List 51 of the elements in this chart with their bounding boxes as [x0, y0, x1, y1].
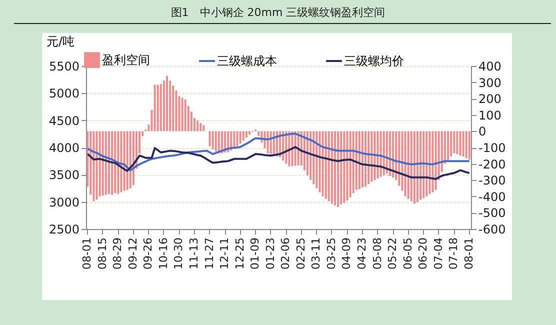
x-tick-label: 06-20 [416, 238, 430, 270]
x-tick-label: 01-23 [264, 238, 277, 270]
x-tick-label: 01-09 [248, 238, 262, 270]
x-tick-label: 08-15 [96, 238, 109, 270]
y2-tick-label: -600 [478, 222, 506, 236]
y2-tick-label: 400 [478, 60, 502, 74]
x-tick-label: 05-08 [370, 238, 384, 270]
legend-label: 盈利空间 [102, 53, 150, 68]
line-series [86, 146, 470, 180]
y2-tick-label: 300 [478, 76, 502, 90]
y-tick-label: 5000 [48, 86, 80, 101]
x-tick-label: 07-18 [447, 238, 460, 270]
x-tick-label: 11-27 [202, 238, 216, 270]
y-tick-label: 4500 [48, 114, 80, 128]
y2-tick-label: -500 [478, 206, 506, 220]
y-tick-label: 3000 [48, 195, 80, 210]
chart-title: 图1 中小钢企 20mm 三级螺纹钢盈利空间 [170, 5, 386, 20]
y2-tick-label: -400 [478, 190, 506, 204]
legend-label: 三级螺均价 [344, 54, 404, 68]
x-tick-label: 05-22 [386, 238, 400, 270]
x-tick-label: 10-16 [156, 238, 170, 270]
y2-tick-label: 0 [478, 124, 486, 139]
y-tick-label: 3500 [48, 168, 80, 182]
x-tick-label: 03-11 [310, 238, 323, 270]
x-tick-label: 10-30 [172, 238, 186, 270]
y-axis-title: 元/吨 [46, 34, 75, 48]
x-tick-label: 08-01 [80, 238, 94, 270]
y2-tick-label: -200 [478, 157, 506, 172]
x-tick-label: 12-25 [233, 238, 246, 270]
y2-tick-label: 100 [478, 108, 502, 122]
x-tick-label: 08-01 [462, 238, 476, 270]
x-tick-label: 11-13 [188, 238, 201, 270]
y-tick-label: 4000 [48, 141, 80, 155]
x-tick-label: 02-06 [279, 238, 292, 270]
y2-tick-label: -300 [478, 174, 506, 188]
x-tick-label: 06-05 [401, 238, 414, 270]
x-tick-label: 08-29 [111, 238, 124, 270]
x-tick-label: 12-11 [218, 238, 232, 270]
y2-tick-label: 200 [478, 92, 502, 106]
y2-tick-label: -100 [478, 141, 506, 155]
x-tick-label: 03-25 [324, 238, 338, 270]
x-tick-label: 09-26 [142, 238, 155, 270]
x-tick-label: 04-23 [355, 238, 368, 270]
legend-label: 三级螺成本 [217, 54, 277, 68]
x-tick-label: 04-09 [340, 238, 354, 270]
line-series [86, 132, 470, 172]
y-tick-label: 5500 [48, 60, 80, 74]
x-tick-label: 07-04 [432, 238, 445, 270]
x-tick-label: 09-12 [126, 238, 140, 270]
y-tick-label: 2500 [48, 222, 80, 236]
x-tick-label: 02-25 [294, 238, 308, 270]
